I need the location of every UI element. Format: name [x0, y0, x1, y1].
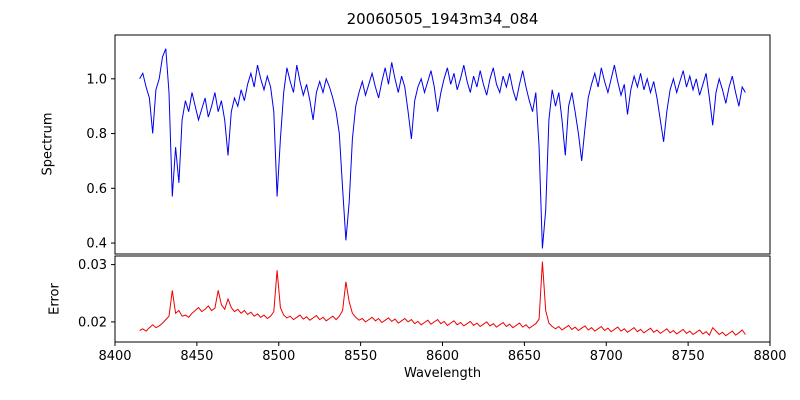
error-axis-label: Error	[47, 283, 63, 315]
x-tick-label: 8450	[180, 349, 213, 364]
y-tick-label: 0.02	[78, 315, 107, 330]
x-tick-label: 8500	[262, 349, 295, 364]
y-tick-label: 1.0	[86, 72, 107, 87]
y-tick-label: 0.4	[86, 237, 107, 252]
spectrum-frame	[114, 34, 771, 255]
y-tick-label: 0.03	[78, 258, 107, 273]
x-tick-label: 8800	[753, 349, 786, 364]
x-tick-label: 8550	[344, 349, 377, 364]
spectrum-axis-label: Spectrum	[40, 112, 56, 176]
y-tick-label: 0.8	[86, 127, 107, 142]
x-tick-label: 8400	[98, 349, 131, 364]
x-tick-label: 8600	[426, 349, 459, 364]
spectrum-line	[139, 48, 746, 249]
chart-title: 20060505_1943m34_084	[346, 10, 539, 28]
x-tick-label: 8750	[672, 349, 705, 364]
error-line	[139, 261, 746, 337]
x-axis-label: Wavelength	[403, 366, 482, 381]
y-tick-label: 0.6	[86, 182, 107, 197]
error-frame	[114, 255, 771, 343]
x-tick-label: 8650	[508, 349, 541, 364]
x-tick-label: 8700	[590, 349, 623, 364]
